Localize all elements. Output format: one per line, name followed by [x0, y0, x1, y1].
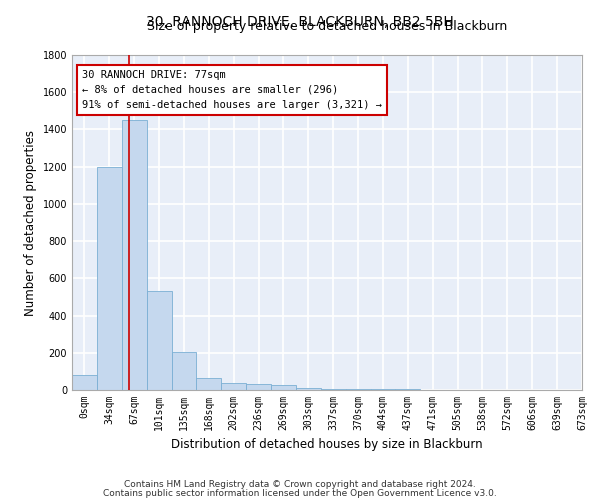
X-axis label: Distribution of detached houses by size in Blackburn: Distribution of detached houses by size … — [171, 438, 483, 452]
Title: Size of property relative to detached houses in Blackburn: Size of property relative to detached ho… — [147, 20, 507, 33]
Bar — [97, 166, 122, 390]
Bar — [146, 292, 172, 390]
Bar — [221, 384, 246, 390]
Bar — [172, 352, 196, 390]
Text: Contains HM Land Registry data © Crown copyright and database right 2024.: Contains HM Land Registry data © Crown c… — [124, 480, 476, 489]
Bar — [395, 389, 420, 390]
Bar — [346, 389, 371, 390]
Bar — [321, 389, 346, 390]
Bar — [122, 120, 146, 390]
Text: Contains public sector information licensed under the Open Government Licence v3: Contains public sector information licen… — [103, 488, 497, 498]
Bar — [371, 389, 395, 390]
Bar — [246, 384, 271, 390]
Bar — [72, 375, 97, 390]
Bar — [196, 378, 221, 390]
Text: 30 RANNOCH DRIVE: 77sqm
← 8% of detached houses are smaller (296)
91% of semi-de: 30 RANNOCH DRIVE: 77sqm ← 8% of detached… — [82, 70, 382, 110]
Text: 30, RANNOCH DRIVE, BLACKBURN, BB2 5BH: 30, RANNOCH DRIVE, BLACKBURN, BB2 5BH — [146, 15, 454, 29]
Y-axis label: Number of detached properties: Number of detached properties — [24, 130, 37, 316]
Bar — [271, 386, 296, 390]
Bar — [296, 388, 321, 390]
